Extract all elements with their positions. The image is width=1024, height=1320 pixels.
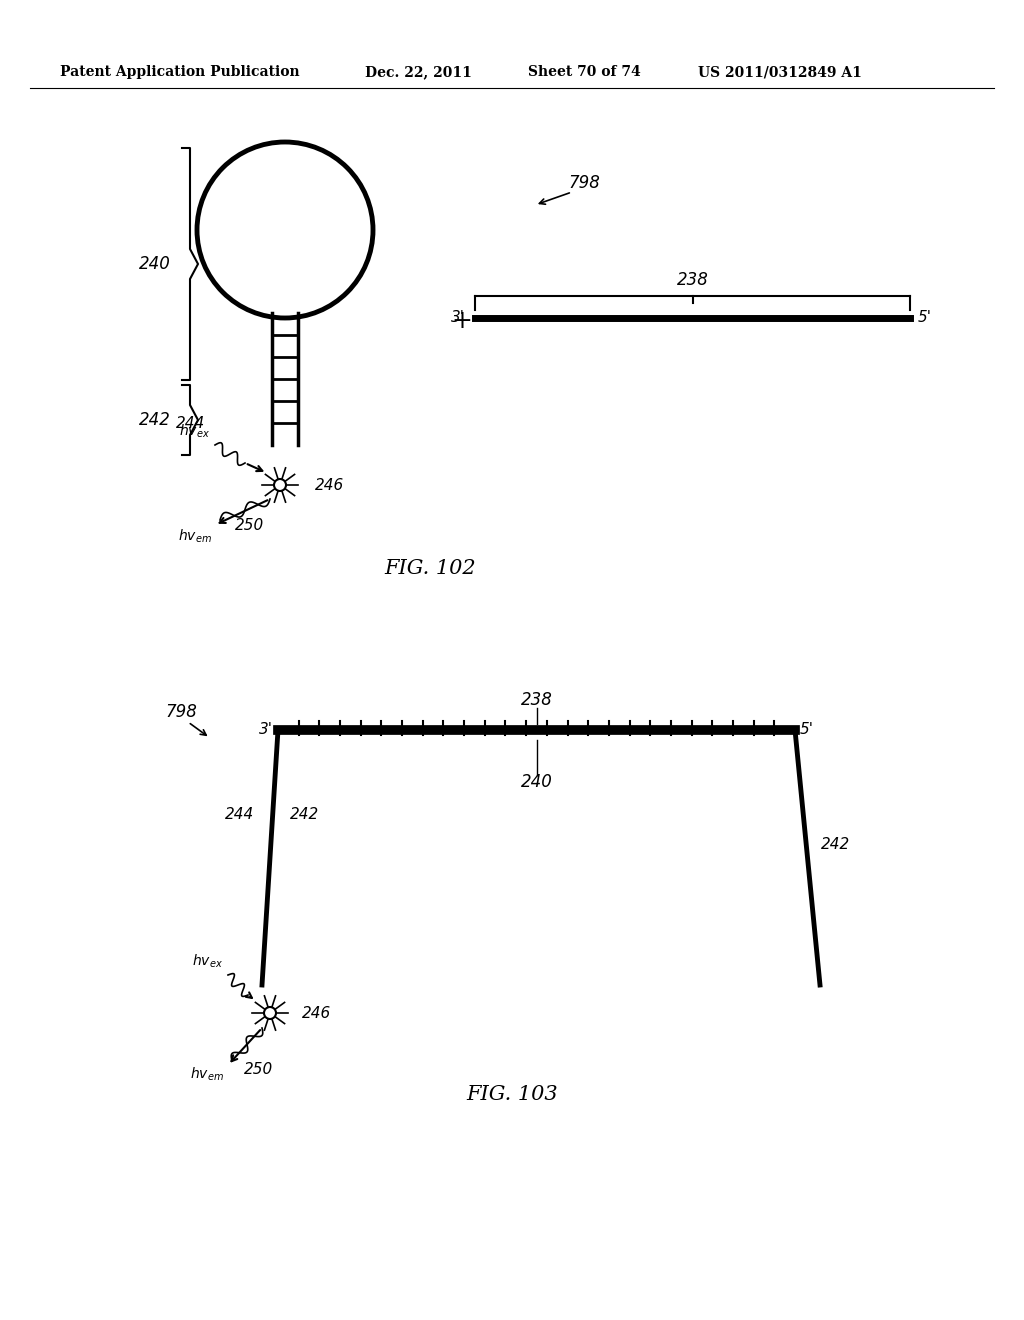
Text: 246: 246 — [315, 478, 344, 492]
Text: hv$_{ex}$: hv$_{ex}$ — [179, 422, 210, 440]
Text: 798: 798 — [165, 704, 197, 721]
Text: hv$_{ex}$: hv$_{ex}$ — [193, 953, 223, 970]
Text: 3': 3' — [259, 722, 273, 738]
Text: 246: 246 — [302, 1006, 331, 1020]
Text: 240: 240 — [139, 255, 171, 273]
Text: 250: 250 — [244, 1061, 273, 1077]
Text: 238: 238 — [677, 271, 709, 289]
Text: 242: 242 — [821, 837, 851, 853]
Text: 240: 240 — [520, 774, 552, 791]
Text: 242: 242 — [291, 807, 319, 822]
Text: hv$_{em}$: hv$_{em}$ — [178, 528, 212, 545]
Text: Patent Application Publication: Patent Application Publication — [60, 65, 300, 79]
Text: hv$_{em}$: hv$_{em}$ — [190, 1067, 224, 1084]
Text: 238: 238 — [520, 690, 552, 709]
Circle shape — [274, 479, 286, 491]
Text: 3': 3' — [451, 310, 465, 326]
Text: 5': 5' — [800, 722, 814, 738]
Text: Sheet 70 of 74: Sheet 70 of 74 — [528, 65, 641, 79]
Text: 798: 798 — [568, 174, 600, 191]
Text: FIG. 102: FIG. 102 — [384, 558, 476, 578]
Text: 244: 244 — [176, 416, 205, 430]
Text: 5': 5' — [918, 310, 932, 326]
Text: Dec. 22, 2011: Dec. 22, 2011 — [365, 65, 472, 79]
Text: +: + — [452, 309, 472, 333]
Text: 242: 242 — [139, 411, 171, 429]
Text: 250: 250 — [234, 517, 264, 532]
Text: FIG. 103: FIG. 103 — [466, 1085, 558, 1105]
Text: US 2011/0312849 A1: US 2011/0312849 A1 — [698, 65, 862, 79]
Text: 244: 244 — [225, 807, 254, 822]
Circle shape — [264, 1007, 276, 1019]
